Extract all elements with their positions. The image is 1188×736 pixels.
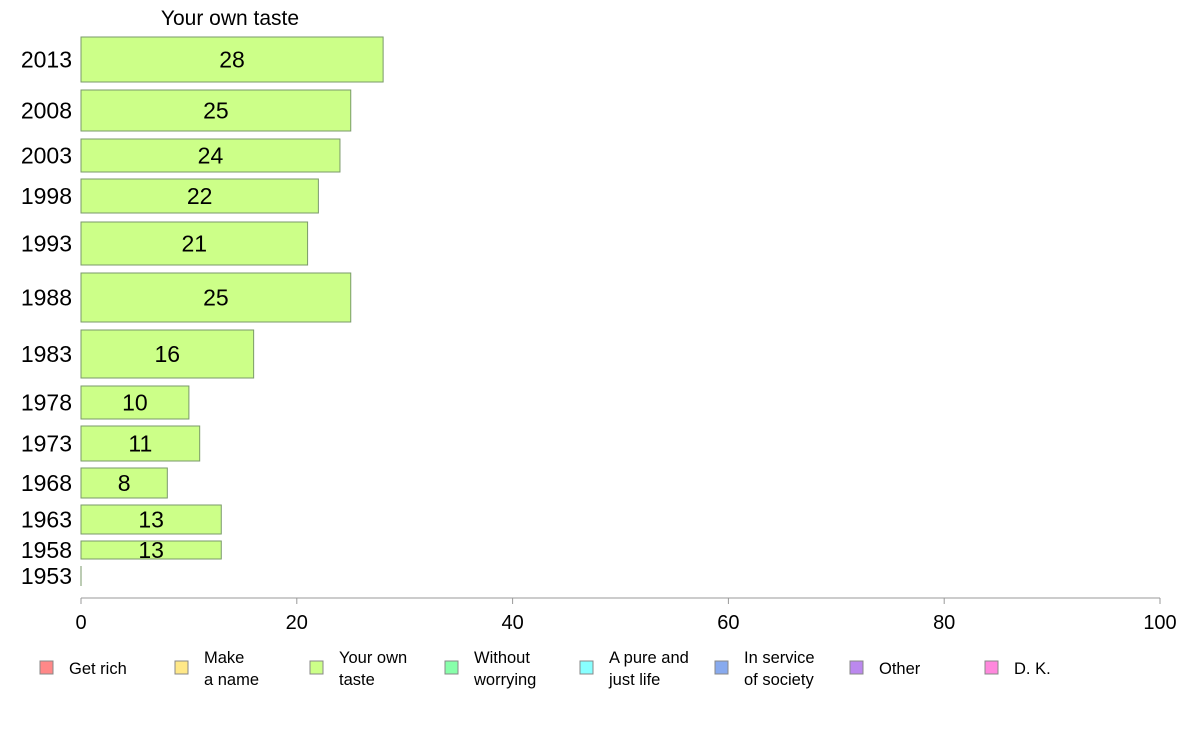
bar-label-1973: 11 — [128, 431, 152, 457]
bar-1988 — [80, 272, 352, 323]
bar-label-2013: 28 — [219, 47, 245, 73]
category-label-1973: 1973 — [21, 431, 72, 457]
bar-1993 — [80, 221, 309, 266]
x-tick-label-100: 100 — [1143, 612, 1176, 634]
bars-group: 28 2013 25 2008 24 2003 22 1998 21 1993 25 1988 16 19… — [21, 36, 384, 589]
category-label-1958: 1958 — [21, 537, 72, 563]
bar-label-2003: 24 — [198, 143, 224, 169]
bar-2013 — [80, 36, 384, 83]
category-label-1983: 1983 — [21, 341, 72, 367]
bar-label-1988: 25 — [203, 285, 229, 311]
bar-1958 — [80, 540, 222, 560]
bar-2003 — [80, 138, 341, 173]
bar-label-1993: 21 — [181, 231, 207, 257]
legend-label-2: Your own taste — [339, 649, 407, 689]
x-tick-label-60: 60 — [717, 612, 739, 634]
bar-1983 — [80, 329, 255, 379]
legend-label-6: Other — [879, 660, 921, 678]
bar-1998 — [80, 178, 319, 214]
legend-swatch-2 — [309, 660, 324, 675]
legend-label-1: Make a name — [204, 649, 259, 689]
category-label-1963: 1963 — [21, 507, 72, 533]
bar-label-1958: 13 — [138, 537, 164, 563]
bar-label-1968: 8 — [118, 470, 131, 496]
legend-swatch-4 — [579, 660, 594, 675]
legend-swatch-6 — [849, 660, 864, 675]
legend-label-5: In service of society — [744, 649, 815, 689]
legend-swatch-7 — [984, 660, 999, 675]
category-label-2013: 2013 — [21, 47, 72, 73]
category-label-1998: 1998 — [21, 183, 72, 209]
bar-2008 — [80, 89, 352, 132]
bar-1968 — [80, 467, 168, 499]
bar-label-1963: 13 — [138, 507, 164, 533]
bar-label-1983: 16 — [155, 341, 181, 367]
x-tick-label-40: 40 — [501, 612, 523, 634]
bar-1973 — [80, 425, 201, 462]
category-label-1978: 1978 — [21, 390, 72, 416]
bar-label-1978: 10 — [122, 390, 148, 416]
bar-1978 — [80, 385, 190, 420]
category-label-1988: 1988 — [21, 285, 72, 311]
legend-label-7: D. K. — [1014, 660, 1051, 678]
category-label-2003: 2003 — [21, 143, 72, 169]
legend-swatch-0 — [39, 660, 54, 675]
bar-1963 — [80, 504, 222, 535]
chart-title: Your own taste — [161, 7, 299, 30]
legend-label-0: Get rich — [69, 660, 127, 678]
legend: Get rich Make a name Your own taste Without wo… — [39, 649, 1051, 689]
category-label-2008: 2008 — [21, 98, 72, 124]
legend-swatch-1 — [174, 660, 189, 675]
legend-swatch-5 — [714, 660, 729, 675]
x-tick-label-0: 0 — [75, 612, 86, 634]
bar-label-2008: 25 — [203, 98, 229, 124]
x-axis: 0 20 40 60 80 100 — [75, 597, 1177, 634]
category-label-1968: 1968 — [21, 470, 72, 496]
x-tick-label-20: 20 — [286, 612, 308, 634]
category-label-1993: 1993 — [21, 231, 72, 257]
category-label-1953: 1953 — [21, 563, 72, 589]
legend-label-4: A pure and just life — [608, 649, 689, 689]
x-tick-label-80: 80 — [933, 612, 955, 634]
legend-swatch-3 — [444, 660, 459, 675]
bar-label-1998: 22 — [187, 183, 213, 209]
legend-label-3: Without worrying — [473, 649, 536, 689]
